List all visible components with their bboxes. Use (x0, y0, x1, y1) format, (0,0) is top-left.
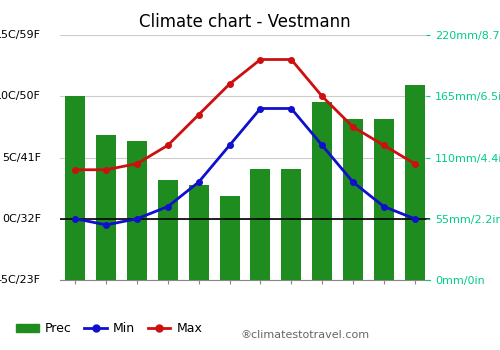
Bar (312, 102, 332, 280)
Bar (404, 85, 424, 280)
Bar (220, 196, 240, 280)
Bar (188, 186, 209, 280)
Text: 10C/50F: 10C/50F (0, 91, 41, 101)
Bar (250, 169, 270, 280)
Bar (158, 180, 178, 280)
Bar (127, 141, 147, 280)
Text: 5C/41F: 5C/41F (2, 153, 41, 162)
Bar (343, 119, 363, 280)
Legend: Prec, Min, Max: Prec, Min, Max (11, 317, 207, 340)
Text: 0C/32F: 0C/32F (2, 214, 41, 224)
Bar (96, 135, 116, 280)
Bar (374, 119, 394, 280)
Bar (281, 169, 301, 280)
Text: -5C/23F: -5C/23F (0, 275, 41, 285)
Text: ®climatestotravel.com: ®climatestotravel.com (240, 329, 369, 340)
Text: 15C/59F: 15C/59F (0, 30, 41, 40)
Title: Climate chart - Vestmann: Climate chart - Vestmann (139, 13, 351, 31)
Bar (66, 96, 86, 280)
